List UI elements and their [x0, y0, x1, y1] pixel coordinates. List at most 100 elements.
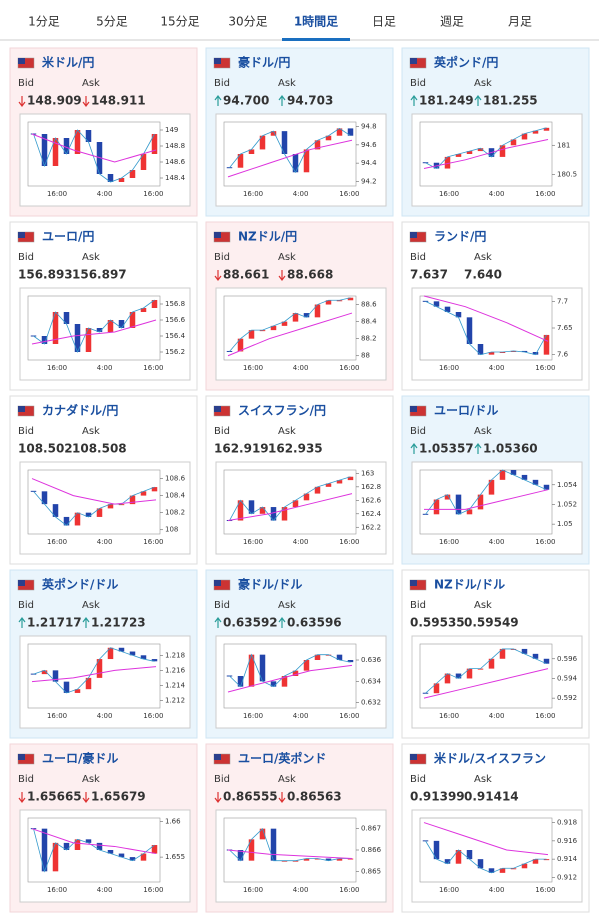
candle	[237, 850, 244, 861]
tab[interactable]: 日足	[372, 15, 396, 29]
bid-label: Bid	[410, 78, 426, 89]
candle	[270, 507, 277, 521]
bid-value: 0.86555	[223, 790, 278, 804]
flag-icon-part	[410, 232, 417, 238]
moving-average-line	[227, 664, 353, 693]
y-tick-label: 94.6	[361, 141, 377, 149]
pair-name[interactable]: 豪ドル/円	[238, 55, 290, 70]
bid-label: Bid	[214, 426, 230, 437]
candle	[52, 138, 59, 166]
plot-area	[27, 817, 161, 883]
ask-label: Ask	[278, 252, 296, 263]
price-line	[425, 840, 547, 874]
candle	[129, 651, 136, 656]
candle	[444, 156, 451, 169]
ask-label: Ask	[474, 600, 492, 611]
pair-name[interactable]: NZドル/ドル	[434, 578, 505, 592]
y-tick-label: 0.918	[557, 819, 577, 827]
y-tick-label: 1.054	[557, 481, 578, 489]
pair-name[interactable]: 米ドル/円	[42, 55, 94, 70]
pair-name[interactable]: ユーロ/ドル	[434, 404, 498, 418]
candle	[129, 170, 136, 178]
x-tick-label: 16:00	[143, 190, 163, 198]
trend-arrow	[278, 792, 286, 803]
pair-name[interactable]: NZドル/円	[238, 230, 297, 244]
candle	[532, 859, 539, 864]
candle	[281, 507, 288, 521]
x-tick-label: 16:00	[143, 364, 163, 372]
y-tick-label: 162.2	[361, 523, 381, 531]
candle	[325, 654, 332, 656]
candle	[270, 828, 277, 861]
pair-name[interactable]: 英ポンド/円	[434, 55, 498, 70]
flag-icon-part	[410, 406, 417, 412]
x-tick-label: 16:00	[535, 712, 555, 720]
tab[interactable]: 月足	[508, 15, 532, 29]
x-tick-label: 4:00	[489, 364, 505, 372]
candle	[325, 483, 332, 487]
candle	[325, 858, 332, 861]
candle	[444, 494, 451, 500]
tab[interactable]: 15分足	[160, 15, 199, 29]
trend-arrow	[278, 617, 286, 628]
candle	[74, 324, 81, 352]
candle	[477, 344, 484, 355]
pair-name[interactable]: 豪ドル/ドル	[238, 577, 302, 592]
candle	[140, 853, 147, 861]
candle	[151, 300, 158, 308]
pair-name[interactable]: ユーロ/豪ドル	[42, 751, 118, 766]
candle	[140, 154, 147, 170]
candle	[63, 681, 70, 693]
pair-name[interactable]: カナダドル/円	[42, 403, 118, 418]
y-tick-label: 7.7	[557, 297, 568, 305]
y-tick-label: 7.65	[557, 324, 573, 332]
pair-name[interactable]: ランド/円	[434, 230, 486, 244]
candle	[347, 660, 354, 663]
tab[interactable]: 30分足	[228, 15, 267, 29]
candle	[281, 860, 288, 862]
candle	[281, 321, 288, 326]
tab[interactable]: 1分足	[28, 15, 60, 29]
candle	[85, 512, 92, 517]
y-tick-label: 1.214	[165, 681, 186, 689]
tab[interactable]: 週足	[440, 15, 464, 29]
pair-name[interactable]: 米ドル/スイスフラン	[434, 751, 546, 766]
x-tick-label: 16:00	[47, 886, 67, 894]
plot-area	[27, 469, 161, 535]
bid-value: 108.502	[18, 442, 73, 456]
candle	[521, 648, 528, 654]
pair-name[interactable]: 英ポンド/ドル	[42, 577, 118, 592]
candle	[303, 660, 310, 671]
candle	[118, 853, 125, 858]
pair-name[interactable]: ユーロ/英ポンド	[238, 751, 326, 766]
pair-name[interactable]: スイスフラン/円	[238, 404, 326, 418]
moving-average-line	[423, 138, 549, 170]
candle	[292, 313, 299, 322]
candle	[433, 499, 440, 515]
y-tick-label: 88.2	[361, 335, 377, 343]
tab[interactable]: 1時間足	[294, 14, 338, 29]
tab[interactable]: 5分足	[96, 15, 128, 29]
x-tick-label: 16:00	[535, 364, 555, 372]
candle	[151, 487, 158, 492]
candle	[532, 352, 539, 355]
candle	[151, 845, 158, 854]
candle	[52, 312, 59, 344]
y-tick-label: 0.916	[557, 837, 578, 845]
active-tab-indicator	[282, 38, 350, 41]
tab-bar	[0, 0, 599, 40]
price-line	[33, 299, 155, 354]
x-tick-label: 16:00	[243, 538, 263, 546]
moving-average-line	[227, 493, 353, 522]
candle	[433, 683, 440, 694]
candle	[499, 868, 506, 873]
moving-average-line	[423, 822, 549, 856]
candle	[281, 131, 288, 154]
bid-value: 1.05357	[419, 442, 474, 456]
candle	[118, 178, 125, 182]
pair-name[interactable]: ユーロ/円	[42, 230, 94, 244]
bid-label: Bid	[410, 774, 426, 785]
candle	[151, 659, 158, 662]
candle	[259, 507, 266, 514]
candle	[444, 673, 451, 684]
